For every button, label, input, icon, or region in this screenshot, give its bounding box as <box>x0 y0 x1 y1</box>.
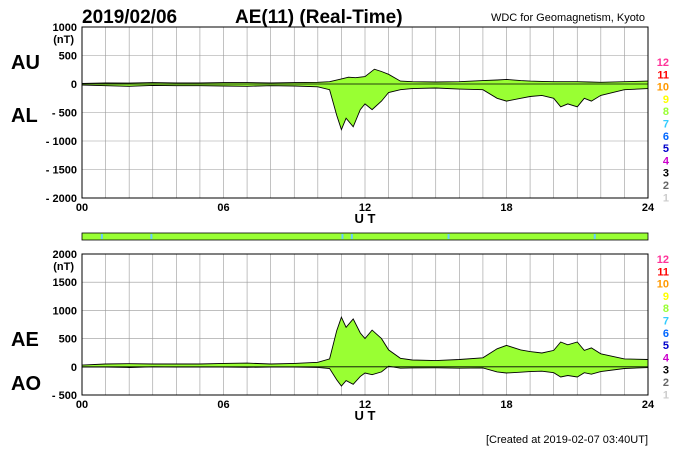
station-count-label: 10 <box>657 279 669 291</box>
station-count-label: 2 <box>663 180 669 192</box>
station-count-label: 2 <box>663 377 669 389</box>
station-count-label: 6 <box>663 131 669 143</box>
y-tick-label: 1000 <box>53 305 77 317</box>
ae-ao-panel: 2000 1500 1000 500 0 - 500 (nT) 00 06 12 18 24 U T AE… <box>11 249 655 423</box>
x-tick-label: 00 <box>76 202 88 214</box>
x-tick-label: 06 <box>217 202 229 214</box>
plot-date: 2019/02/06 <box>82 7 177 28</box>
au-al-panel: 1000 500 0 - 500 - 1000 - 1500 - 2000 (nT) 00 06 1… <box>11 22 655 226</box>
x-tick-label: 24 <box>642 202 655 214</box>
y-tick-label: 1500 <box>53 277 77 289</box>
station-count-label: 6 <box>663 328 669 340</box>
x-tick-label: 06 <box>217 399 229 411</box>
coverage-gap-mark <box>447 234 450 239</box>
plot-frame <box>81 26 649 199</box>
y-tick-label: - 500 <box>52 108 77 120</box>
coverage-gap-mark <box>150 234 153 239</box>
station-count-label: 1 <box>663 192 669 204</box>
plot-frame <box>81 253 649 396</box>
x-axis-label: U T <box>355 408 376 423</box>
coverage-bar <box>81 232 649 241</box>
x-tick-label: 18 <box>500 202 512 214</box>
station-count-label: 8 <box>663 106 669 118</box>
y-unit-label: (nT) <box>53 261 74 273</box>
y-tick-label: 2000 <box>53 249 77 261</box>
station-count-label: 1 <box>663 389 669 401</box>
created-timestamp: [Created at 2019-02-07 03:40UT] <box>486 434 648 446</box>
station-count-label: 8 <box>663 303 669 315</box>
coverage-gap-mark <box>350 234 353 239</box>
station-count-label: 3 <box>663 365 669 377</box>
series-line-ao <box>82 365 649 387</box>
y-tick-label: - 1000 <box>46 136 77 148</box>
station-count-label: 12 <box>657 57 669 69</box>
y-tick-label: - 500 <box>52 390 77 402</box>
series-line-ae <box>81 316 649 366</box>
y-unit-label: (nT) <box>53 34 74 46</box>
coverage-gap-mark <box>593 234 596 239</box>
series-line-al <box>81 84 649 131</box>
station-count-label: 4 <box>663 155 670 167</box>
station-coverage-strip <box>81 232 649 241</box>
y-tick-label: 0 <box>71 362 77 374</box>
station-count-label: 11 <box>657 69 669 81</box>
station-count-label: 7 <box>663 316 669 328</box>
x-tick-label: 12 <box>359 202 371 214</box>
x-tick-label: 00 <box>76 399 88 411</box>
coverage-gap-mark <box>100 234 103 239</box>
station-count-label: 7 <box>663 119 669 131</box>
band-fill-ae-ao <box>82 317 648 386</box>
station-count-label: 9 <box>663 94 669 106</box>
index-label-lower: AL <box>11 105 38 127</box>
series-line-au <box>81 68 649 84</box>
station-count-label: 11 <box>657 266 669 278</box>
x-tick-label: 24 <box>642 399 655 411</box>
plot-title: AE(11) (Real-Time) <box>235 7 403 28</box>
coverage-gap-mark <box>341 234 344 239</box>
x-tick-label: 12 <box>359 399 371 411</box>
index-label-lower: AO <box>11 373 41 395</box>
index-label-upper: AU <box>11 52 40 74</box>
x-tick-label: 18 <box>500 399 512 411</box>
station-count-label: 5 <box>663 340 669 352</box>
y-tick-label: 500 <box>59 334 77 346</box>
x-axis-label: U T <box>355 211 376 226</box>
y-tick-label: 1000 <box>53 22 77 34</box>
station-count-label: 4 <box>663 352 670 364</box>
index-label-upper: AE <box>11 329 39 351</box>
station-count-label: 10 <box>657 82 669 94</box>
y-tick-label: 500 <box>59 51 77 63</box>
y-tick-label: 0 <box>71 79 77 91</box>
station-count-label: 12 <box>657 254 669 266</box>
station-count-label: 5 <box>663 143 669 155</box>
station-count-label: 3 <box>663 168 669 180</box>
data-source: WDC for Geomagnetism, Kyoto <box>491 12 645 24</box>
station-count-label: 9 <box>663 291 669 303</box>
y-tick-label: - 1500 <box>46 165 77 177</box>
y-tick-label: - 2000 <box>46 193 77 205</box>
